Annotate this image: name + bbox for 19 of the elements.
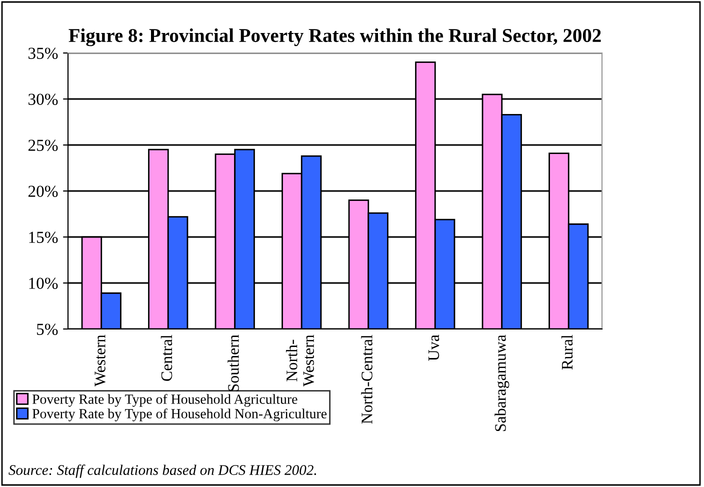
x-tick-label: Western	[94, 334, 106, 386]
legend-label: Poverty Rate by Type of Household Non-Agriculture	[32, 408, 327, 422]
y-tick-label: 10%	[29, 278, 58, 289]
x-tick-label: North- Western	[286, 334, 314, 386]
y-tick-label: 35%	[28, 48, 58, 59]
x-tick-label: North-Central	[361, 334, 372, 424]
legend-label: Poverty Rate by Type of Household Agriculture	[32, 394, 298, 407]
x-tick-label: Rural	[561, 334, 573, 370]
x-tick-label: Uva	[428, 334, 440, 361]
x-tick-label: Central	[160, 334, 172, 381]
y-tick-label: 15%	[29, 232, 58, 243]
y-tick-label: 25%	[28, 140, 58, 151]
source-note: Source: Staff calculations based on DCS HIES 2002.	[8, 464, 316, 478]
x-tick-label: Sabaragamuwa	[494, 334, 510, 432]
chart-title: Figure 8: Provincial Poverty Rates within the Rural Sector, 2002	[68, 28, 601, 46]
y-tick-label: 20%	[28, 186, 58, 197]
y-tick-label: 30%	[28, 94, 58, 105]
x-tick-label: Southern	[228, 334, 239, 392]
y-tick-label: 5%	[37, 324, 58, 335]
